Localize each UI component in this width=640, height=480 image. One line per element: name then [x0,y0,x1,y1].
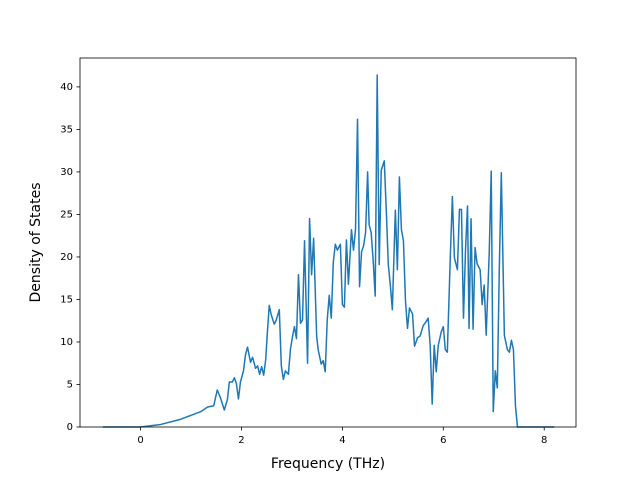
y-tick-label: 40 [60,82,73,93]
y-tick-label: 35 [60,124,73,135]
x-tick-label: 2 [238,435,244,446]
x-tick-label: 0 [137,435,143,446]
y-tick-label: 0 [67,422,73,433]
y-tick-label: 25 [60,209,73,220]
plot-frame [79,57,577,428]
y-tick-label: 5 [67,379,73,390]
y-tick-label: 20 [60,252,73,263]
y-tick-label: 15 [60,294,73,305]
y-tick-label: 10 [60,337,73,348]
dos-line [102,74,555,428]
y-axis-label: Density of States [28,183,44,303]
x-axis-label: Frequency (THz) [271,456,385,472]
y-tick-label: 30 [60,167,73,178]
x-tick-label: 6 [440,435,446,446]
x-tick-label: 8 [541,435,547,446]
x-tick-label: 4 [339,435,345,446]
